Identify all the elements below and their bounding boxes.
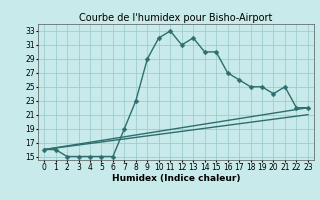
Title: Courbe de l'humidex pour Bisho-Airport: Courbe de l'humidex pour Bisho-Airport [79, 13, 273, 23]
X-axis label: Humidex (Indice chaleur): Humidex (Indice chaleur) [112, 174, 240, 183]
